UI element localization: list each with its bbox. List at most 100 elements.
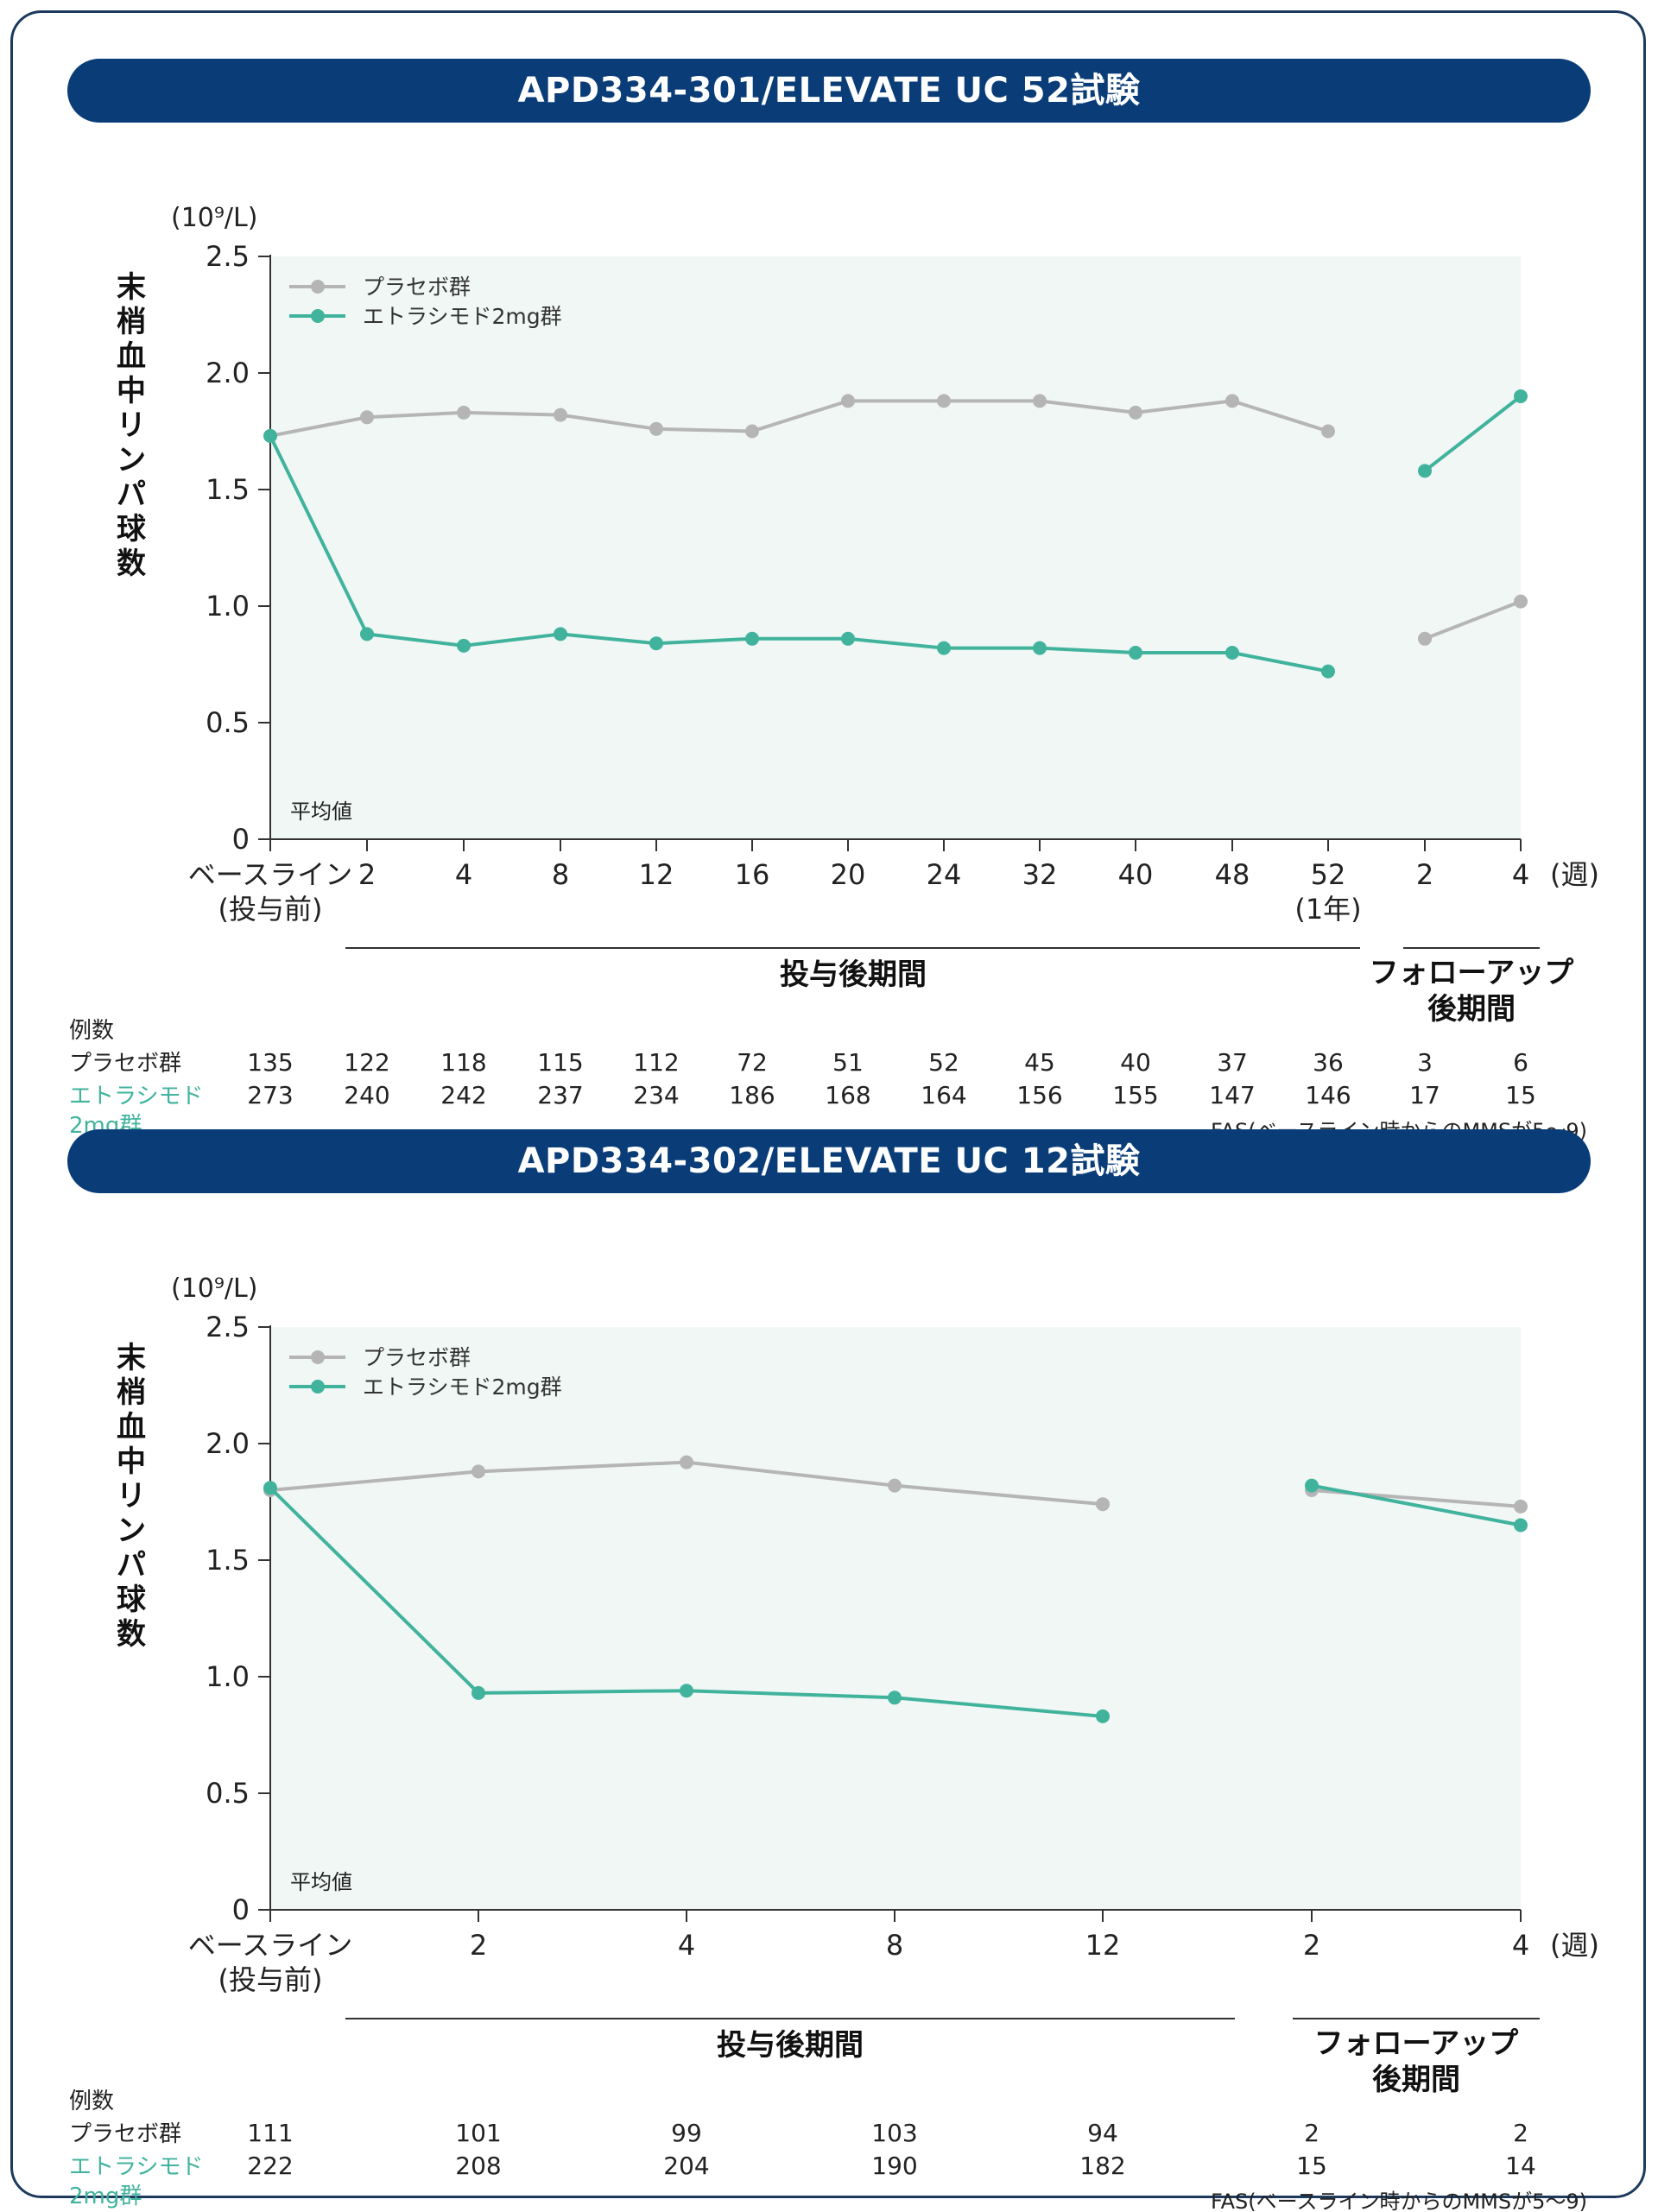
chart-panel-elevate-uc-12: APD334-302/ELEVATE UC 12試験 (10⁹/L) 0 0.5 1.… bbox=[0, 1129, 1658, 2212]
outer-frame bbox=[10, 10, 1646, 2198]
x-tick-label: 2 bbox=[470, 1929, 487, 1962]
legend-marker bbox=[311, 1380, 325, 1394]
data-point bbox=[1514, 1518, 1528, 1533]
data-point bbox=[457, 405, 471, 420]
y-tick-label: 1.5 bbox=[206, 473, 250, 506]
count-cell: 240 bbox=[344, 1081, 389, 1109]
data-point bbox=[471, 1464, 485, 1479]
data-point bbox=[937, 641, 951, 655]
count-cell: 6 bbox=[1513, 1048, 1528, 1077]
y-axis-title: 末梢血中リンパ球数 bbox=[117, 270, 147, 581]
counts-row-label: エトラシモド bbox=[69, 1084, 203, 1109]
count-cell: 101 bbox=[455, 2119, 501, 2147]
data-point bbox=[1514, 389, 1528, 403]
y-tick-label: 2.0 bbox=[206, 357, 250, 389]
count-cell: 135 bbox=[247, 1048, 293, 1077]
y-unit-label: (10⁹/L) bbox=[171, 1273, 257, 1304]
data-point bbox=[888, 1691, 902, 1705]
x-tick-label: 40 bbox=[1118, 858, 1154, 891]
chart-panel-elevate-uc-52: APD334-301/ELEVATE UC 52試験 (10⁹/L) 0 0.5 1.… bbox=[0, 59, 1658, 1141]
plot-area bbox=[270, 1327, 1521, 1910]
followup-period-label: フォローアップ bbox=[1314, 2026, 1519, 2061]
legend-label: エトラシモド2mg群 bbox=[363, 1375, 562, 1400]
count-cell: 155 bbox=[1112, 1081, 1158, 1109]
count-cell: 15 bbox=[1505, 1081, 1536, 1109]
x-tick-label: 12 bbox=[1085, 1929, 1121, 1962]
legend-marker bbox=[311, 1350, 325, 1364]
data-point bbox=[360, 410, 374, 425]
plot-area bbox=[270, 256, 1521, 839]
count-cell: 118 bbox=[440, 1048, 486, 1077]
count-cell: 204 bbox=[663, 2152, 709, 2180]
data-point bbox=[1033, 641, 1047, 655]
data-point bbox=[263, 428, 277, 443]
count-cell: 242 bbox=[440, 1081, 486, 1109]
x-tick-label: 20 bbox=[831, 858, 866, 891]
data-point bbox=[1129, 646, 1142, 660]
y-tick-label: 1.5 bbox=[206, 1544, 250, 1577]
data-point bbox=[841, 394, 855, 408]
x-tick-label: 52 bbox=[1311, 858, 1346, 891]
count-cell: 112 bbox=[633, 1048, 679, 1077]
x-tick-label: 12 bbox=[639, 858, 674, 891]
data-point bbox=[1514, 1499, 1528, 1514]
count-cell: 72 bbox=[737, 1048, 768, 1077]
x-tick-label: 8 bbox=[886, 1929, 903, 1962]
y-axis-title: 末梢血中リンパ球数 bbox=[117, 1341, 147, 1652]
chart-title-banner: APD334-302/ELEVATE UC 12試験 bbox=[67, 1129, 1591, 1193]
x-tick-label: 2 bbox=[1303, 1929, 1320, 1962]
count-cell: 99 bbox=[671, 2119, 702, 2147]
count-cell: 122 bbox=[344, 1048, 389, 1077]
count-cell: 208 bbox=[455, 2152, 501, 2180]
data-point bbox=[1321, 664, 1335, 679]
footnote: FAS(ベースライン時からのMMSが5～9) bbox=[1211, 2190, 1587, 2212]
count-cell: 103 bbox=[871, 2119, 917, 2147]
series-line bbox=[1424, 599, 1522, 641]
counts-row-label: 2mg群 bbox=[69, 2184, 142, 2209]
data-point bbox=[1305, 1478, 1319, 1493]
legend-label: プラセボ群 bbox=[363, 1345, 471, 1370]
legend-label: エトラシモド2mg群 bbox=[363, 304, 562, 329]
x-tick-label: 8 bbox=[552, 858, 569, 891]
x-unit-label: (週) bbox=[1550, 858, 1599, 891]
data-point bbox=[649, 636, 663, 651]
data-point bbox=[888, 1478, 902, 1493]
x-tick-label: 4 bbox=[1512, 858, 1529, 891]
plot-annotation: 平均値 bbox=[290, 1870, 352, 1894]
counts-row-label: エトラシモド bbox=[69, 2154, 203, 2180]
data-point bbox=[1096, 1709, 1110, 1723]
y-tick-label: 0 bbox=[232, 823, 250, 856]
x-tick-label: ベースライン bbox=[188, 1929, 352, 1962]
count-cell: 190 bbox=[871, 2152, 917, 2180]
x-tick-label: 2 bbox=[358, 858, 376, 891]
series-line bbox=[269, 399, 1329, 438]
data-point bbox=[1129, 405, 1142, 420]
data-point bbox=[471, 1685, 485, 1700]
legend-marker bbox=[311, 280, 325, 294]
counts-header: 例数 bbox=[69, 1018, 114, 1044]
count-cell: 156 bbox=[1016, 1081, 1062, 1109]
treatment-period-label: 投与後期間 bbox=[780, 957, 927, 992]
count-cell: 40 bbox=[1120, 1048, 1151, 1077]
data-point bbox=[1033, 394, 1047, 408]
y-tick-label: 2.5 bbox=[206, 1311, 250, 1343]
y-unit-label: (10⁹/L) bbox=[171, 203, 257, 233]
treatment-period-label: 投与後期間 bbox=[717, 2028, 864, 2063]
count-cell: 222 bbox=[247, 2152, 293, 2180]
y-tick-label: 2.5 bbox=[206, 240, 250, 273]
data-point bbox=[1225, 646, 1239, 660]
data-point bbox=[745, 424, 759, 439]
x-tick-label: 32 bbox=[1022, 858, 1058, 891]
y-tick-label: 0.5 bbox=[206, 706, 250, 739]
count-cell: 115 bbox=[537, 1048, 583, 1077]
count-cell: 45 bbox=[1024, 1048, 1055, 1077]
x-tick-sublabel: (投与前) bbox=[218, 1963, 323, 1996]
data-point bbox=[937, 394, 951, 408]
data-point bbox=[680, 1684, 693, 1698]
data-point bbox=[1096, 1497, 1110, 1512]
count-cell: 2 bbox=[1304, 2119, 1319, 2147]
x-tick-label: 4 bbox=[455, 858, 472, 891]
series-line bbox=[1423, 395, 1522, 472]
counts-row-label: プラセボ群 bbox=[69, 2121, 181, 2147]
count-cell: 37 bbox=[1217, 1048, 1248, 1077]
